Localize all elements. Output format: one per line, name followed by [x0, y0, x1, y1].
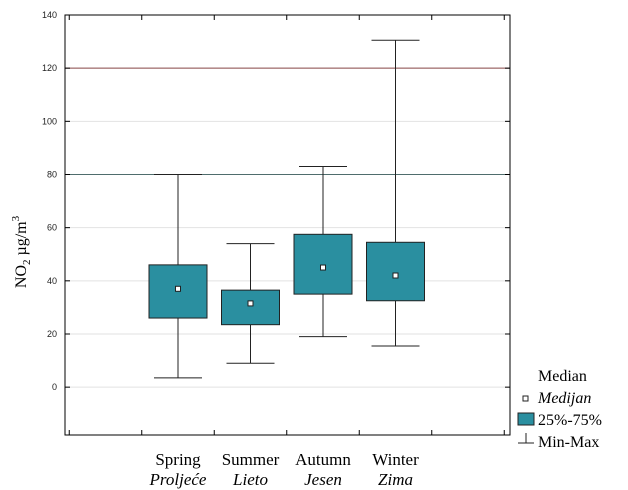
x-category-sublabel: Lieto — [232, 470, 268, 489]
y-tick-label: 20 — [47, 329, 57, 339]
boxes — [148, 39, 425, 379]
y-tick-label: 40 — [47, 276, 57, 286]
legend-range-label: Min-Max — [538, 434, 599, 451]
x-category-label: Summer — [222, 450, 280, 469]
y-tick-label: 0 — [52, 382, 57, 392]
y-axis-label-superscript: 3 — [10, 215, 22, 221]
y-tick-label: 80 — [47, 169, 57, 179]
x-category-label: Autumn — [295, 450, 351, 469]
plot-frame — [64, 14, 511, 436]
box-summer — [221, 243, 280, 364]
x-category-sublabel: Jesen — [304, 470, 342, 489]
iqr-box — [221, 289, 280, 326]
grid-layer — [65, 14, 510, 388]
y-tick-label: 100 — [42, 116, 57, 126]
y-axis-label-main: NO — [13, 265, 30, 288]
x-ticks — [68, 15, 505, 435]
legend-median-marker — [522, 395, 529, 402]
median-marker — [247, 300, 254, 307]
y-tick-label: 60 — [47, 223, 57, 233]
y-axis-label: NO2 µg/m3 — [10, 215, 33, 288]
y-ticks: 0 20 40 60 80 100 120 140 — [42, 10, 510, 392]
y-tick-label: 120 — [42, 63, 57, 73]
x-category-label: Spring — [155, 450, 201, 469]
box-spring — [148, 173, 208, 379]
x-category-sublabel: Zima — [378, 470, 413, 489]
iqr-box — [366, 241, 425, 302]
legend-iqr-swatch — [517, 412, 535, 426]
legend-median-label: Median — [538, 368, 587, 385]
legend-median-sublabel: Medijan — [537, 390, 591, 407]
median-marker — [392, 272, 399, 279]
y-tick-label: 140 — [42, 10, 57, 20]
box-winter — [366, 39, 425, 347]
x-category-sublabel: Proljeće — [149, 470, 207, 489]
legend: Median Medijan 25%-75% Min-Max — [517, 368, 602, 451]
median-marker — [175, 285, 181, 292]
y-axis-label-subscript: 2 — [21, 260, 33, 266]
legend-iqr-label: 25%-75% — [538, 412, 602, 429]
box-autumn — [293, 166, 353, 338]
y-axis-label-unit: µg/m — [13, 221, 30, 260]
iqr-box — [293, 233, 353, 295]
reference-lines — [65, 67, 510, 175]
median-marker — [320, 264, 326, 271]
x-category-label: Winter — [372, 450, 419, 469]
